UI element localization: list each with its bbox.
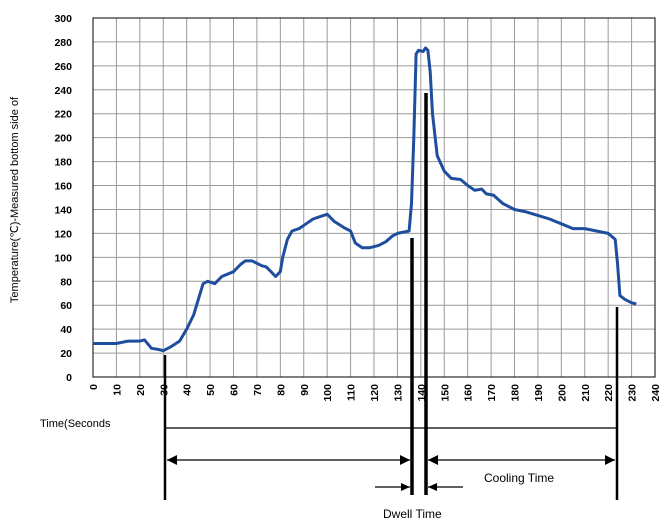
x-tick-label: 110 [346, 384, 358, 401]
y-tick-label: 100 [54, 252, 72, 264]
x-tick-label: 70 [252, 384, 264, 396]
x-tick-label: 240 [650, 384, 662, 402]
x-tick-label: 230 [627, 384, 639, 402]
x-tick-label: 120 [369, 384, 381, 402]
x-tick-label: 90 [299, 384, 311, 396]
y-tick-label: 180 [54, 157, 72, 169]
x-axis-label: Time(Seconds [40, 418, 111, 430]
y-tick-label: 80 [60, 276, 72, 288]
x-tick-label: 220 [603, 384, 615, 402]
y-tick-label: 240 [54, 85, 72, 97]
x-tick-label: 180 [510, 384, 522, 402]
x-tick-label: 160 [463, 384, 475, 402]
x-tick-label: 80 [275, 384, 287, 396]
x-tick-label: 30 [158, 384, 170, 396]
x-tick-label: 50 [205, 384, 217, 396]
plot-area [92, 17, 656, 378]
y-tick-label: 220 [54, 109, 72, 121]
y-tick-label: 120 [54, 228, 72, 240]
y-tick-label: 20 [60, 348, 72, 360]
annotation: Dwell Time [383, 507, 442, 521]
annotation: Cooling Time [484, 471, 554, 485]
y-tick-label: 60 [60, 300, 72, 312]
y-tick-label: 200 [54, 133, 72, 145]
x-tick-label: 100 [322, 384, 334, 402]
x-tick-label: 10 [111, 384, 123, 396]
y-tick-label: 280 [54, 37, 72, 49]
x-tick-label: 60 [229, 384, 241, 396]
y-tick-label: 0 [66, 372, 72, 384]
y-axis-label: Temperature(℃)-Measured bottom side of [9, 96, 21, 303]
y-tick-label: 160 [54, 181, 72, 193]
x-tick-label: 200 [556, 384, 568, 402]
y-tick-label: 260 [54, 61, 72, 73]
y-tick-label: 300 [54, 13, 72, 25]
x-tick-label: 190 [533, 384, 545, 402]
x-tick-label: 210 [580, 384, 592, 402]
x-tick-label: 170 [486, 384, 498, 402]
x-tick-label: 20 [135, 384, 147, 396]
x-tick-label: 0 [88, 384, 100, 390]
y-tick-label: 40 [60, 324, 72, 336]
x-tick-label: 40 [182, 384, 194, 396]
data-line [93, 46, 637, 353]
x-tick-label: 140 [416, 384, 428, 402]
y-tick-label: 140 [54, 204, 72, 216]
x-tick-label: 150 [439, 384, 451, 402]
x-tick-label: 130 [392, 384, 404, 402]
annotation-lines [163, 93, 619, 500]
plot-border [92, 17, 656, 378]
